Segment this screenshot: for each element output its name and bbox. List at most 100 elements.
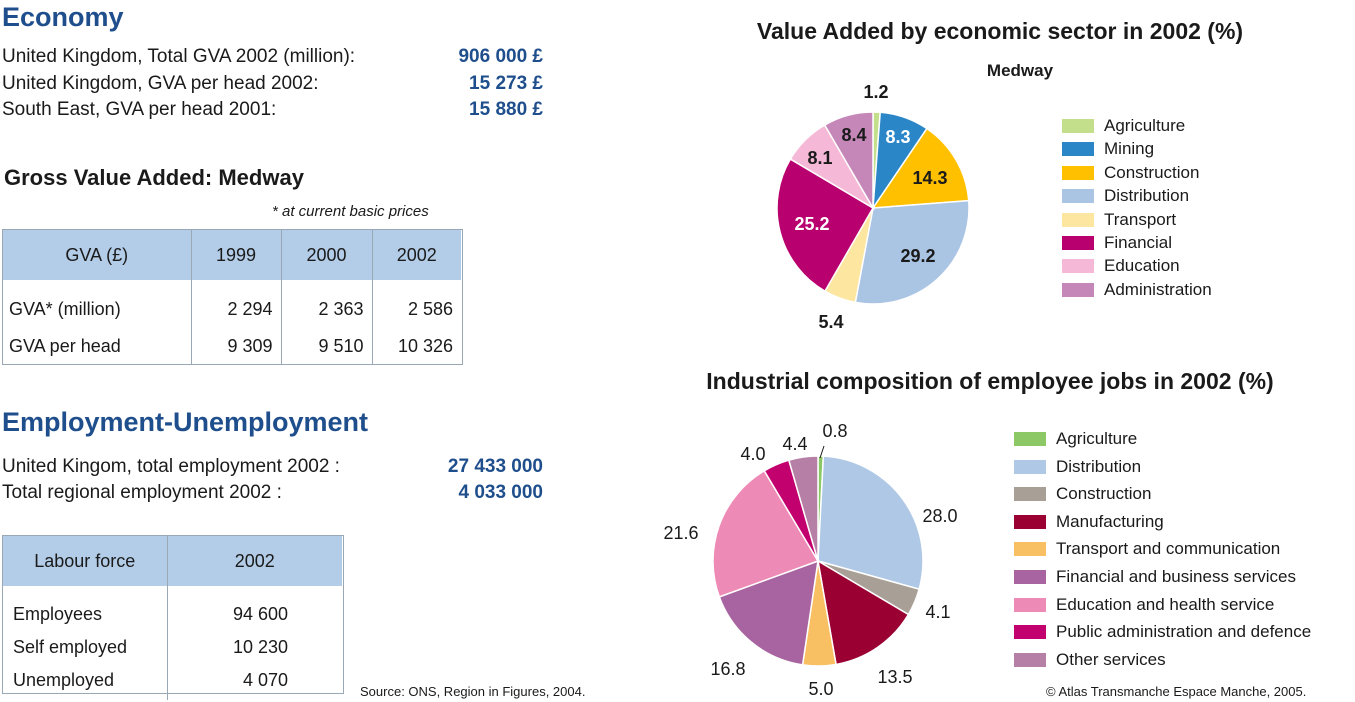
chart1-legend-label: Financial <box>1104 233 1173 252</box>
labour-header-row: Labour force 2002 <box>3 536 342 586</box>
chart2-legend-swatch <box>1014 570 1046 584</box>
chart1-data-label: 25.2 <box>794 214 829 234</box>
economy-row-label: United Kingdom, Total GVA 2002 (million)… <box>2 46 356 67</box>
gva-header-cell: 2002 <box>371 230 461 280</box>
chart2-data-label: 13.5 <box>877 667 912 687</box>
chart1-slice-financial <box>776 158 875 293</box>
gva-note: * at current basic prices <box>272 203 429 220</box>
chart1-data-label: 29.2 <box>900 246 935 266</box>
employment-row-value: 4 033 000 <box>458 482 543 503</box>
chart1-legend-label: Agriculture <box>1104 116 1186 135</box>
chart2-title: Industrial composition of employee jobs … <box>706 368 1274 394</box>
chart1-legend-swatch <box>1062 259 1094 274</box>
chart2-legend-label: Financial and business services <box>1056 567 1297 586</box>
chart2-legend-label: Education and health service <box>1056 594 1275 614</box>
chart2-pie: 0.8 28.0 4.1 13.5 5.0 16.8 21.6 4.0 4.4 <box>663 421 957 698</box>
economy-row-label: South East, GVA per head 2001: <box>2 99 277 120</box>
chart1-legend-item: Construction <box>1062 163 1199 183</box>
chart1-data-label: 8.1 <box>807 148 832 168</box>
table-row: GVA* (million) 2 294 2 363 2 586 <box>3 280 461 333</box>
chart1-pie: 1.2 8.3 14.3 29.2 5.4 25.2 8.1 8.4 <box>776 82 970 332</box>
chart1-legend-swatch <box>1062 165 1094 180</box>
chart2-legend-item: Transport and communication <box>1014 539 1280 559</box>
table-row: Unemployed 4 070 <box>3 664 342 700</box>
chart2-legend-item: Manufacturing <box>1014 512 1164 532</box>
economy-row-value: 15 273 £ <box>469 73 543 94</box>
chart1-legend-label: Distribution <box>1104 186 1190 206</box>
gva-header-cell: GVA (£) <box>3 230 191 280</box>
gva-cell: 2 363 <box>280 280 372 333</box>
copyright-note: © Atlas Transmanche Espace Manche, 2005. <box>1046 684 1307 699</box>
chart1-slice-administration <box>823 111 874 211</box>
table-row: Employees 94 600 <box>3 586 342 631</box>
employment-row-value: 27 433 000 <box>447 456 543 477</box>
table-row: GVA per head 9 309 9 510 10 326 <box>3 333 461 365</box>
chart2-legend-label: Other services <box>1056 649 1166 669</box>
chart2-legend-swatch <box>1014 625 1046 640</box>
employment-title: Employment-Unemployment <box>2 407 369 437</box>
chart2-legend-item: Distribution <box>1014 457 1141 477</box>
chart2-legend-label: Agriculture <box>1056 429 1138 448</box>
chart2-data-label: 21.6 <box>663 523 698 543</box>
table-row: Self employed 10 230 <box>3 631 342 664</box>
gva-title: Gross Value Added: Medway <box>4 165 304 190</box>
chart1-legend-label: Transport <box>1104 209 1177 229</box>
labour-cell: 10 230 <box>166 631 342 664</box>
chart2-data-label: 5.0 <box>808 679 833 698</box>
chart2-slice-other-services <box>787 455 819 562</box>
chart1-slice-construction <box>871 127 970 209</box>
economy-row-value: 906 000 £ <box>458 46 543 67</box>
chart1-legend-swatch <box>1062 189 1094 204</box>
chart2-legend-item: Construction <box>1014 484 1151 504</box>
chart1-data-label: 8.4 <box>841 125 866 145</box>
labour-row-label: Unemployed <box>13 669 115 690</box>
gva-row-label: GVA* (million) <box>9 299 121 319</box>
economy-title: Economy <box>2 2 124 32</box>
chart1-title: Value Added by economic sector in 2002 (… <box>756 18 1244 44</box>
employment-row-label: Total regional employment 2002 : <box>2 482 282 503</box>
chart2-legend-item: Financial and business services <box>1014 567 1296 587</box>
chart1-legend-label: Construction <box>1104 162 1200 182</box>
gva-cell: 9 510 <box>280 333 372 365</box>
labour-table: Labour force 2002 Employees 94 600 Self … <box>3 536 342 700</box>
chart1-legend-swatch <box>1062 212 1094 227</box>
chart1-data-label: 8.3 <box>885 127 910 147</box>
chart2-legend-item: Education and health service <box>1014 595 1274 615</box>
chart2-legend-item: Agriculture <box>1014 429 1137 449</box>
chart2-legend-label: Public administration and defence <box>1056 622 1312 642</box>
chart2-legend-swatch <box>1014 459 1046 474</box>
chart2-slice-financial-and-business-services <box>718 559 819 666</box>
chart1-subtitle: Medway <box>986 61 1054 80</box>
gva-header-cell: 1999 <box>190 230 281 280</box>
chart2-legend-label: Distribution <box>1056 456 1142 476</box>
chart1-legend-item: Education <box>1062 256 1180 276</box>
chart2-legend-swatch <box>1014 597 1046 612</box>
chart2-legend-label: Transport and communication <box>1056 539 1281 559</box>
gva-header-row: GVA (£) 1999 2000 2002 <box>3 230 461 280</box>
gva-table: GVA (£) 1999 2000 2002 GVA* (million) 2 … <box>3 230 461 365</box>
chart1-legend-item: Agriculture <box>1062 116 1185 136</box>
chart2-legend-swatch <box>1014 542 1046 557</box>
chart1-legend-item: Distribution <box>1062 186 1189 206</box>
chart2-legend-swatch <box>1014 432 1046 446</box>
labour-cell: 94 600 <box>166 586 342 631</box>
gva-cell: 10 326 <box>371 333 461 365</box>
chart2-legend-item: Public administration and defence <box>1014 622 1311 642</box>
chart1-data-label: 5.4 <box>818 312 843 332</box>
economy-row-value: 15 880 £ <box>469 99 543 120</box>
chart2-label-leader-line <box>819 445 825 459</box>
labour-header-cell: Labour force <box>3 536 167 586</box>
employment-row-label: United Kingom, total employment 2002 : <box>2 456 340 477</box>
chart1-slice-distribution <box>854 199 970 305</box>
source-note: Source: ONS, Region in Figures, 2004. <box>360 684 586 699</box>
gva-row-label: GVA per head <box>9 335 121 356</box>
chart2-data-label: 4.1 <box>925 602 950 622</box>
chart1-legend-swatch <box>1062 282 1094 297</box>
chart2-data-label: 28.0 <box>922 506 957 526</box>
chart2-legend-swatch <box>1014 652 1046 667</box>
chart1-data-label: 1.2 <box>863 82 888 102</box>
gva-cell: 2 586 <box>371 280 461 333</box>
chart2-data-label: 4.4 <box>782 434 807 454</box>
labour-cell: 4 070 <box>166 664 342 700</box>
chart1-legend-item: Mining <box>1062 139 1154 159</box>
